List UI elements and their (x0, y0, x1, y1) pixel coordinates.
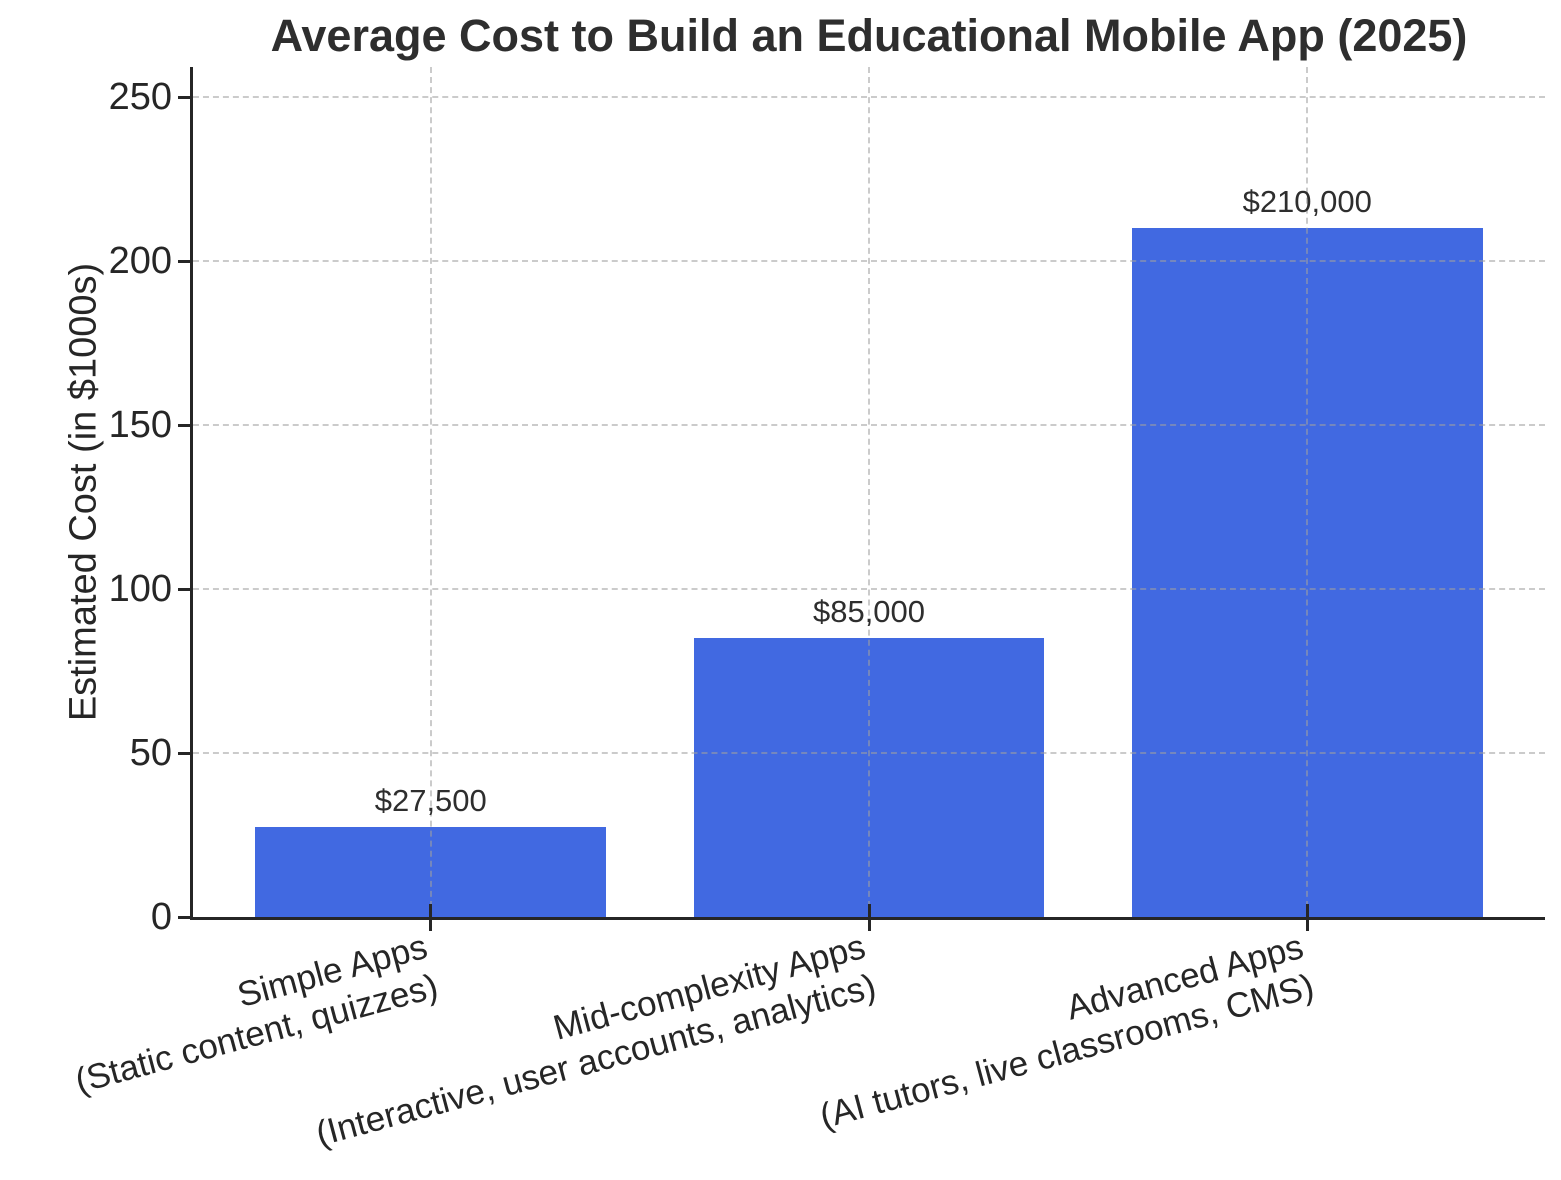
horizontal-gridline (193, 260, 1545, 262)
x-tick-mark (867, 904, 871, 931)
vertical-gridline (868, 67, 870, 917)
chart-title: Average Cost to Build an Educational Mob… (270, 10, 1468, 61)
y-tick-label: 200 (108, 240, 172, 282)
y-tick-mark (178, 588, 190, 591)
y-axis-label: Estimated Cost (in $1000s) (62, 262, 105, 722)
x-tick-mark (429, 904, 433, 931)
y-tick-mark (178, 752, 190, 755)
y-tick-label: 150 (108, 404, 172, 446)
horizontal-gridline (193, 588, 1545, 590)
y-tick-mark (178, 96, 190, 99)
y-tick-label: 0 (150, 896, 172, 938)
bar-value-label: $85,000 (812, 594, 926, 630)
y-tick-mark (178, 424, 190, 427)
bar-value-label: $210,000 (1242, 184, 1372, 220)
y-tick-mark (178, 260, 190, 263)
bar-value-label: $27,500 (374, 782, 487, 818)
horizontal-gridline (193, 424, 1545, 426)
y-tick-label: 100 (108, 568, 172, 610)
y-tick-label: 50 (129, 732, 172, 774)
vertical-gridline (1306, 67, 1309, 917)
y-tick-mark (178, 916, 190, 919)
horizontal-gridline (193, 96, 1545, 98)
x-tick-mark (1305, 904, 1309, 931)
plot-area: $27,500 $85,000 $210,000 (190, 67, 1545, 920)
y-tick-label: 250 (108, 76, 172, 118)
vertical-gridline (429, 67, 432, 917)
horizontal-gridline (193, 752, 1545, 754)
